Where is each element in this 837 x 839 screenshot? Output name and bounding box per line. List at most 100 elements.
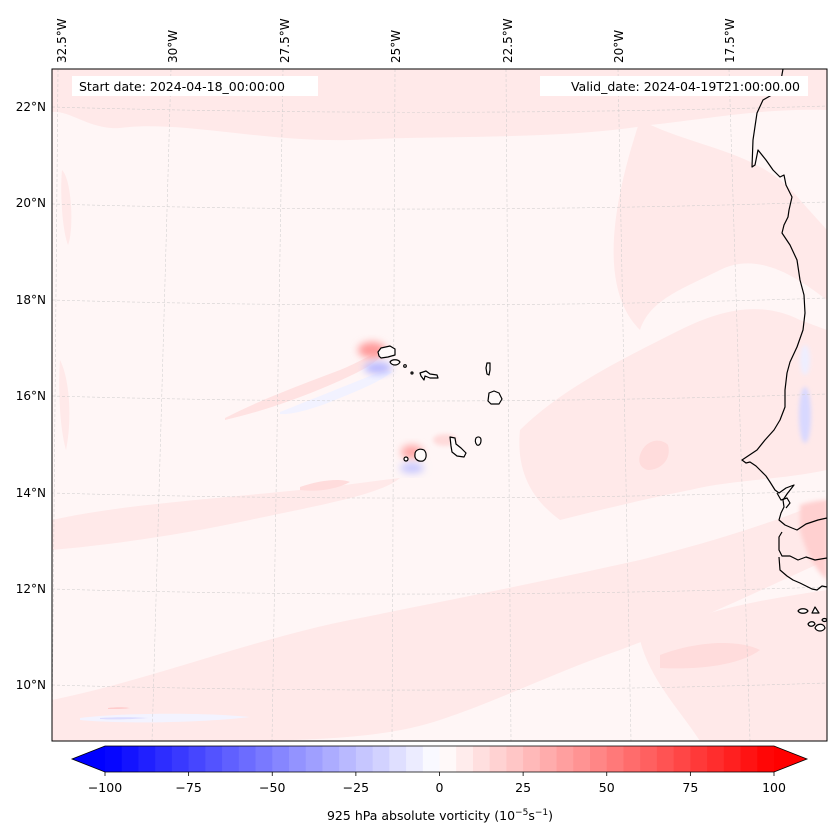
meridian-22-5w [505, 69, 512, 741]
colorbar-ticks: −100 −75 −50 −25 0 25 50 75 100 [88, 772, 786, 795]
coastline-senegal-estuary [776, 492, 791, 509]
field-band-west-strip [61, 170, 72, 245]
colorbar-band [355, 746, 374, 772]
lat-tick-label: 16°N [16, 389, 46, 403]
start-date-label: Start date: 2024-04-18_00:00:00 [79, 79, 285, 94]
field-dipole-neg-santo-antao [364, 362, 392, 374]
longitude-tick-labels: 32.5°W 30°W 27.5°W 25°W 22.5°W 20°W 17.5… [55, 18, 737, 63]
valid-date-box [540, 76, 808, 96]
island-santa-luzia [403, 364, 407, 368]
colorbar-band [673, 746, 691, 772]
valid-date-label: Valid_date: 2024-04-19T21:00:00.00 [571, 79, 800, 94]
lon-tick-label: 32.5°W [55, 18, 69, 63]
field-band-south-diag [52, 500, 827, 741]
parallel-22n [52, 105, 827, 113]
colorbar-band [171, 746, 190, 772]
graticule [52, 69, 827, 741]
field-patch-medium-2 [660, 643, 760, 669]
colorbar-bands [105, 746, 775, 772]
map-frame [51, 68, 828, 742]
colorbar-band [288, 746, 307, 772]
colorbar-tick-label: −50 [259, 780, 285, 795]
field-band-se [640, 590, 827, 741]
bissagos-islands [797, 606, 827, 632]
lat-tick-label: 22°N [16, 100, 46, 114]
lat-tick-label: 12°N [16, 582, 46, 596]
colorbar-band [573, 746, 591, 772]
meridian-32-5w [52, 69, 59, 741]
island-sao-vicente [389, 359, 401, 366]
lat-tick-label: 20°N [16, 196, 46, 210]
colorbar-band [155, 746, 173, 772]
colorbar-band [305, 746, 323, 772]
colorbar-band [372, 746, 390, 772]
colorbar-band [339, 746, 357, 772]
field-strip-neg-sw-core [100, 717, 148, 720]
colorbar-extend-min-arrow [72, 746, 105, 772]
colorbar-band [606, 746, 624, 772]
colorbar-band [489, 746, 507, 772]
parallel-20n [52, 201, 827, 210]
parallel-12n [52, 586, 827, 595]
colorbar-band [422, 746, 440, 772]
colorbar-band [707, 746, 725, 772]
island-fogo [414, 448, 427, 462]
colorbar-band [640, 746, 658, 772]
colorbar-band [138, 746, 156, 772]
meridian-30w [151, 69, 172, 741]
colorbar-tick-label: −25 [343, 780, 369, 795]
coastline-gambia-south [778, 531, 827, 561]
colorbar-label-close: ) [548, 808, 553, 823]
field-dipole-neg-fogo [400, 463, 424, 473]
colorbar-band [656, 746, 675, 772]
lon-tick-label: 25°W [389, 30, 403, 63]
field-patch-medium-3 [300, 479, 350, 491]
colorbar-band [105, 746, 123, 772]
field-band-ne-diag [613, 120, 827, 330]
island-santiago [449, 436, 467, 458]
field-trail-blue-santo-antao [280, 371, 392, 415]
colorbar-band [757, 746, 775, 772]
latitude-tick-labels: 22°N 20°N 18°N 16°N 14°N 12°N 10°N [16, 100, 46, 692]
colorbar-band [121, 746, 139, 772]
field-patch-medium-1 [639, 440, 669, 470]
island-maio [474, 436, 482, 446]
meridian-20w [617, 69, 632, 741]
colorbar-band [238, 746, 257, 772]
colorbar-band [205, 746, 223, 772]
coastline-west-africa [741, 69, 827, 531]
colorbar-tick-label: −100 [88, 780, 122, 795]
field-band-west-strip-2 [59, 360, 70, 450]
field-band-central-diag [519, 309, 827, 520]
colorbar-label-exp2: −1 [535, 808, 548, 818]
start-date-box [72, 76, 318, 96]
field-patch-neg-mauritania-2 [800, 345, 810, 375]
meridian-27-5w [271, 69, 284, 741]
colorbar-band [623, 746, 641, 772]
colorbar-band [439, 746, 457, 772]
colorbar-label: 925 hPa absolute vorticity (10−5s−1) [327, 808, 553, 823]
parallel-10n [52, 682, 827, 691]
colorbar-band [456, 746, 474, 772]
lon-tick-label: 20°W [612, 30, 626, 63]
colorbar-tick-label: 0 [436, 780, 444, 795]
parallel-14n [52, 490, 827, 499]
island-sal [485, 362, 491, 376]
cape-verde-islands [377, 345, 503, 462]
field-trail-santo-antao [225, 350, 385, 420]
colorbar-band [506, 746, 524, 772]
map-panel [52, 69, 827, 741]
colorbar-label-main: 925 hPa absolute vorticity (10 [327, 808, 515, 823]
colorbar-band [188, 746, 206, 772]
colorbar-band [322, 746, 340, 772]
colorbar-band [539, 746, 558, 772]
colorbar-band [523, 746, 541, 772]
colorbar-band [690, 746, 708, 772]
colorbar-band [556, 746, 574, 772]
island-brava [403, 456, 409, 462]
colorbar-band [740, 746, 758, 772]
lon-tick-label: 17.5°W [723, 18, 737, 63]
colorbar-band [389, 746, 407, 772]
colorbar-band [272, 746, 290, 772]
